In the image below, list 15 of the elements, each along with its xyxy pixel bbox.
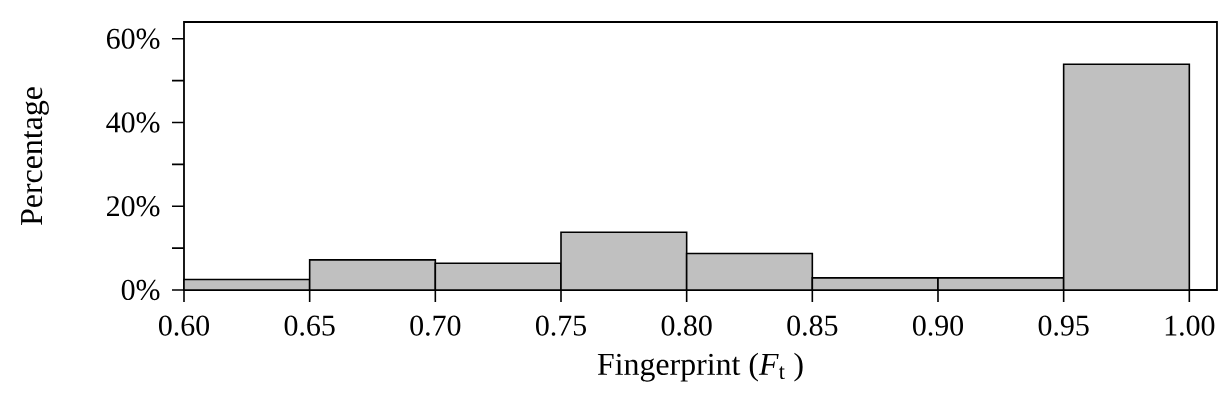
x-tick-label: 0.90 — [912, 315, 964, 336]
y-axis-title: Percentage — [21, 87, 49, 225]
y-tick-label: 40% — [106, 112, 160, 133]
x-tick-label: 0.95 — [1038, 315, 1089, 336]
x-tick-label: 0.85 — [787, 315, 838, 336]
y-tick-label: 60% — [106, 28, 160, 49]
x-tick-label: 0.60 — [158, 315, 210, 336]
x-tick-label: 1.00 — [1165, 315, 1215, 336]
x-axis-title: Fingerprint (F$_{t}$ ) — [597, 352, 803, 382]
y-tick-label: 0% — [121, 279, 160, 301]
y-tick-label: 20% — [107, 196, 160, 217]
x-tick-label: 0.75 — [535, 315, 586, 336]
x-tick-label: 0.70 — [410, 315, 461, 336]
x-tick-label: 0.65 — [284, 315, 335, 336]
x-tick-label: 0.80 — [661, 315, 712, 336]
